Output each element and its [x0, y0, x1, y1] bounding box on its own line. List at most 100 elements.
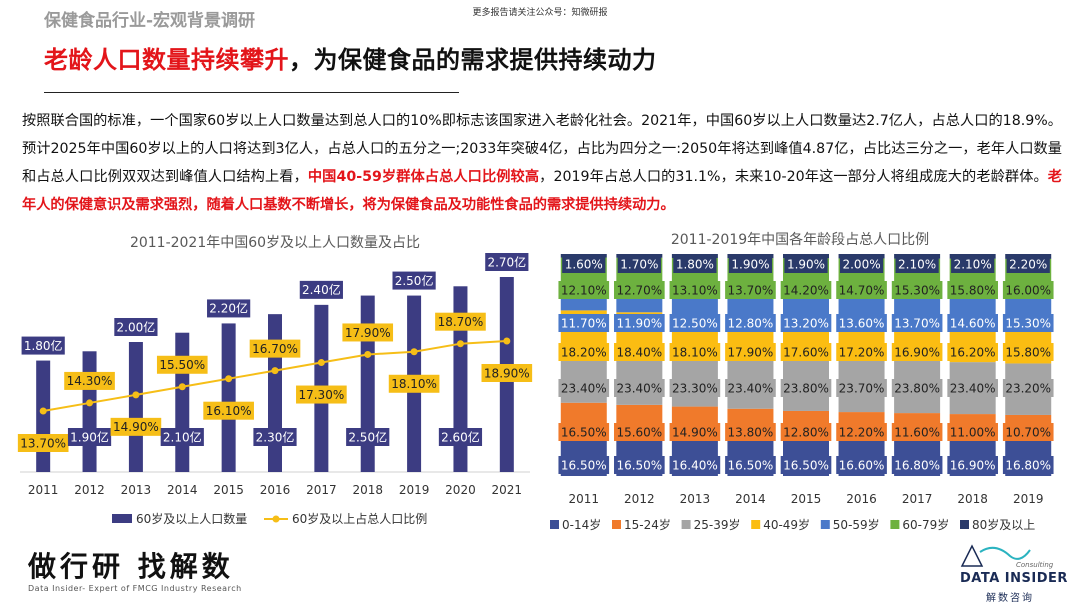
chart2-x-tick: 2016	[846, 492, 877, 506]
chart2-segment-label-bg	[669, 456, 721, 474]
chart1-bar-label: 2.50亿	[395, 273, 434, 288]
chart1-line-label: 18.10%	[391, 377, 437, 391]
chart2-segment-label: 1.90%	[731, 257, 769, 271]
chart2-segment-label-bg	[562, 255, 606, 273]
chart2-segment-label-bg	[780, 379, 832, 397]
chart1-x-tick: 2012	[74, 483, 105, 497]
chart1-line-label: 14.30%	[67, 374, 113, 388]
chart1-x-tick: 2013	[121, 483, 152, 497]
chart1-line-point	[364, 350, 372, 358]
chart2-segment-label-bg	[725, 281, 776, 299]
chart2-legend-label: 0-14岁	[562, 517, 601, 532]
chart2-segment-label-bg	[558, 343, 610, 361]
chart2-legend-swatch	[612, 520, 621, 529]
chart2-segment-label: 11.60%	[894, 425, 940, 439]
chart2-segment-label: 18.20%	[561, 345, 607, 359]
chart2-legend-label: 50-59岁	[833, 517, 880, 532]
chart2-segment-label-bg	[951, 255, 995, 273]
chart2-segment-label-bg	[947, 343, 998, 361]
chart2-segment-label: 15.30%	[1005, 316, 1051, 330]
chart1-bar-label-bg	[160, 428, 204, 446]
chart2-segment-label: 23.40%	[616, 381, 662, 395]
chart1-x-tick: 2014	[167, 483, 198, 497]
chart2-segment-label-bg	[614, 314, 665, 332]
chart1-bar-label: 2.40亿	[302, 282, 341, 297]
chart2-segment-label-bg	[1002, 314, 1054, 332]
chart2-segment-label: 15.60%	[616, 425, 662, 439]
intro-text-2: ，2019年占总人口的31.1%，未来10-20年这一部分人将组成庞大的老龄群体…	[539, 169, 1048, 185]
chart2-segment-label-bg	[614, 379, 665, 397]
chart1-line-point	[410, 348, 418, 356]
chart1-x-tick: 2021	[492, 483, 523, 497]
chart2-segment-label: 14.20%	[783, 283, 829, 297]
chart2-segment-label: 17.90%	[728, 345, 774, 359]
chart2-legend-label: 15-24岁	[624, 517, 671, 532]
chart2-segment-label: 23.80%	[894, 381, 940, 395]
chart1-bar-label: 2.10亿	[163, 429, 202, 444]
chart2-segment-label-bg	[891, 314, 943, 332]
chart2-segment-label: 2.10%	[954, 257, 992, 271]
chart2-segment-label: 15.80%	[1005, 345, 1051, 359]
chart2-x-tick: 2015	[791, 492, 822, 506]
chart2-segment-label-bg	[669, 281, 721, 299]
chart2-segment-label: 16.50%	[616, 458, 662, 472]
chart2-segment-label-bg	[617, 255, 661, 273]
chart2-x-tick: 2014	[735, 492, 766, 506]
chart2-segment-label: 12.80%	[728, 316, 774, 330]
chart2-segment-label-bg	[891, 456, 943, 474]
chart1-line-label-bg	[296, 385, 347, 404]
chart2-segment-label: 13.70%	[894, 316, 940, 330]
chart1-line-label: 15.50%	[159, 358, 205, 372]
chart2-segment-label-bg	[947, 456, 998, 474]
chart2-x-tick: 2019	[1013, 492, 1044, 506]
chart2-segment-label: 10.70%	[1005, 425, 1051, 439]
chart2-segment-label-bg	[558, 423, 610, 441]
chart1-bar	[453, 286, 468, 472]
chart1-x-tick: 2019	[399, 483, 430, 497]
chart2-segment-label: 16.80%	[1005, 458, 1051, 472]
chart1-bar-label-bg	[438, 428, 483, 446]
chart2-segment-label-bg	[836, 423, 887, 441]
chart1-line-label-bg	[435, 312, 486, 331]
chart1-line-label-bg	[110, 417, 162, 436]
chart2-x-tick: 2017	[902, 492, 933, 506]
chart2-segment-label-bg	[836, 281, 887, 299]
chart2-segment-label-bg	[669, 343, 721, 361]
chart1-line-point	[456, 340, 464, 348]
chart1-bar-label-bg	[346, 428, 390, 446]
intro-highlight-2: 老年人的保健意识及需求强烈，随着人口基数不断增长，将为保健食品及功能性食品的需求…	[22, 169, 1062, 213]
chart1-line-point	[317, 359, 325, 367]
chart1-line-point	[132, 391, 140, 399]
chart2-segment-label-bg	[780, 343, 832, 361]
chart2-x-tick: 2012	[624, 492, 655, 506]
chart1-legend-bar-label: 60岁及以上人口数量	[136, 511, 247, 526]
chart2-segment-label: 16.80%	[894, 458, 940, 472]
chart2-segment-label-bg	[673, 255, 717, 273]
chart1-bar-label: 2.30亿	[256, 429, 295, 444]
chart2-legend-label: 60-79岁	[902, 517, 949, 532]
chart2-segment-label: 11.70%	[561, 316, 607, 330]
chart2-x-tick: 2011	[569, 492, 600, 506]
chart2-segment-label: 12.70%	[616, 283, 662, 297]
chart2-segment-label-bg	[836, 343, 887, 361]
chart1-bar-label: 2.50亿	[348, 429, 387, 444]
chart2-segment-label: 16.20%	[950, 345, 996, 359]
chart2-segment-label: 12.80%	[783, 425, 829, 439]
chart1-bar-label-bg	[485, 253, 529, 271]
chart2-legend-label: 80岁及以上	[972, 517, 1035, 532]
chart2-segment-label: 16.90%	[894, 345, 940, 359]
chart2-segment-label: 23.40%	[950, 381, 996, 395]
chart1-line-label: 17.90%	[345, 326, 391, 340]
chart2-segment-label-bg	[839, 255, 884, 273]
chart1-x-tick: 2018	[352, 483, 383, 497]
chart2-segment-label-bg	[784, 255, 828, 273]
chart1-line-label-bg	[17, 434, 69, 452]
logo-cn: 解数咨询	[986, 593, 1034, 604]
chart2-segment-label-bg	[947, 423, 998, 441]
chart1-line-label: 18.90%	[484, 366, 530, 380]
chart2-segment-label-bg	[725, 379, 776, 397]
chart2-segment-label: 17.60%	[783, 345, 829, 359]
chart1-bar-label-bg	[207, 299, 251, 318]
chart1-line-label: 17.30%	[298, 388, 344, 402]
